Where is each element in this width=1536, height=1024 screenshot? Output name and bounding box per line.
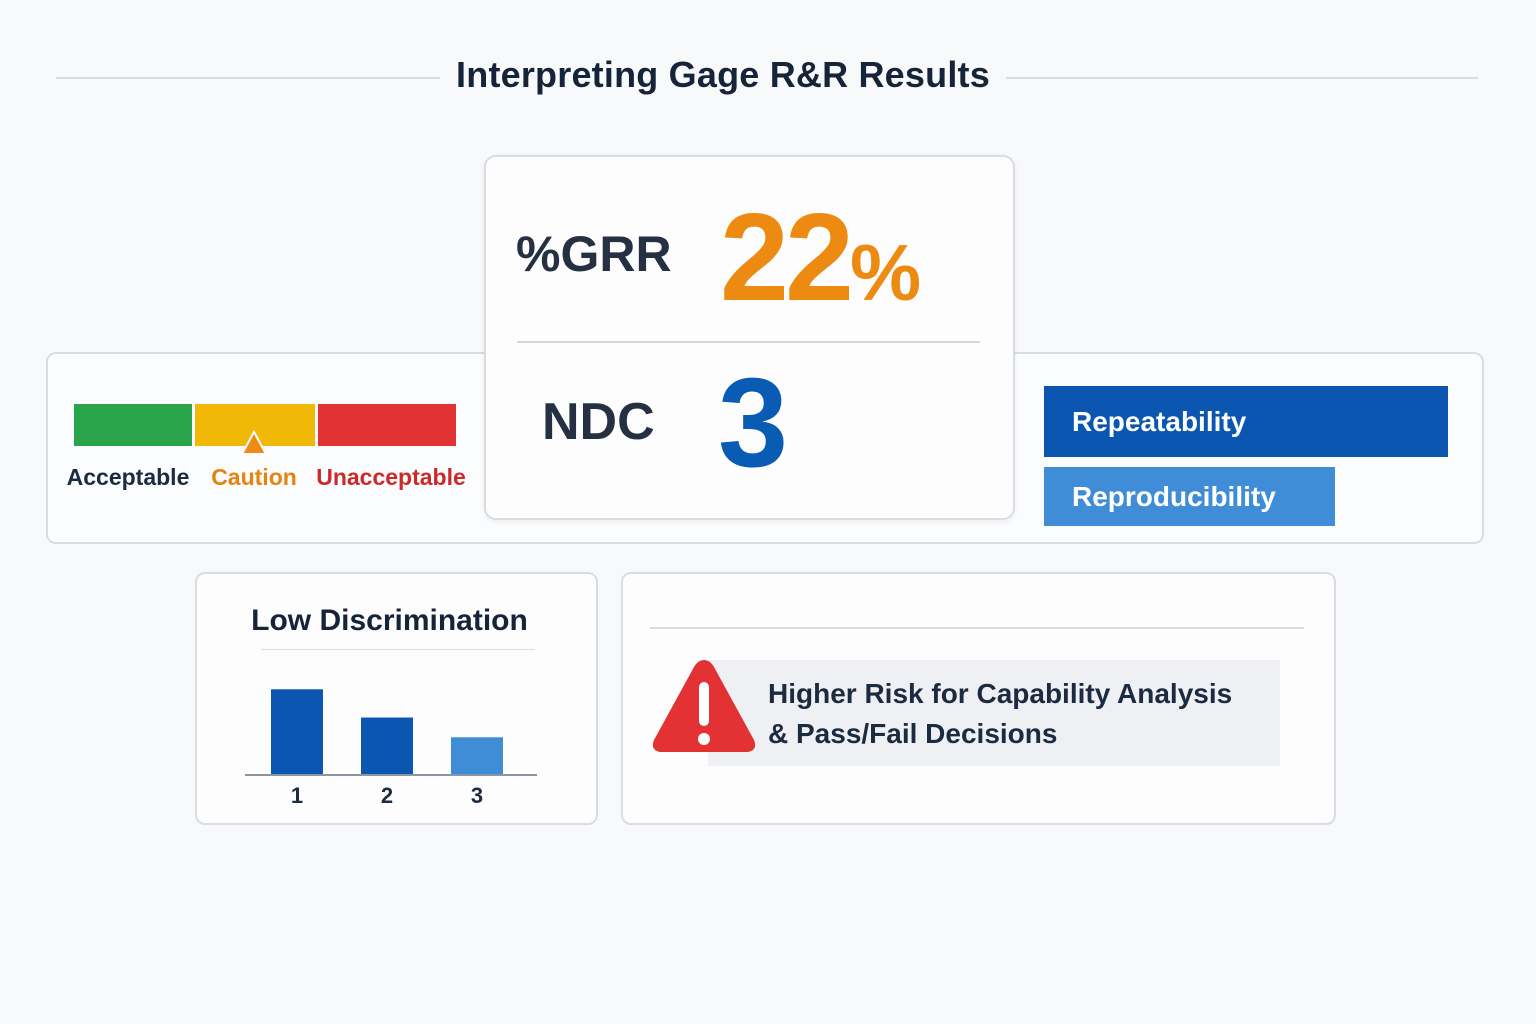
risk-line-2: & Pass/Fail Decisions [768,718,1058,749]
repeatability-label: Repeatability [1072,405,1247,437]
risk-line-1: Higher Risk for Capability Analysis [768,678,1233,709]
reproducibility-label: Reproducibility [1072,480,1276,512]
discrimination-title: Low Discrimination [251,604,528,637]
title-rule-right [1006,77,1478,79]
metrics-card [484,155,1015,520]
scale-segment-acceptable [74,404,192,446]
scale-label-acceptable: Acceptable [66,464,190,490]
discrimination-bar-1 [271,689,323,774]
discrimination-bar-3 [451,737,503,774]
risk-message: Higher Risk for Capability Analysis & Pa… [768,674,1232,754]
ndc-value: 3 [718,352,789,493]
scale-marker-icon [240,430,268,455]
ndc-label: NDC [542,393,655,451]
discrimination-divider [261,649,535,650]
page-title: Interpreting Gage R&R Results [456,54,990,95]
warning-triangle-icon [652,660,756,752]
scale-label-caution: Caution [211,464,297,490]
risk-divider [650,627,1304,629]
metrics-divider [517,341,980,343]
grr-label: %GRR [516,226,672,282]
risk-message-background [708,660,1280,766]
discrimination-chart: 1 2 3 [245,689,537,808]
scale-segment-unacceptable [318,404,456,446]
grr-value: 22% [720,189,922,327]
discrimination-tick-3: 3 [471,783,483,808]
reproducibility-bar: Reproducibility [1044,467,1335,526]
repeatability-bar: Repeatability [1044,386,1448,457]
discrimination-bar-2 [361,717,413,774]
discrimination-card [195,572,598,825]
discrimination-tick-2: 2 [381,783,393,808]
scale-label-unacceptable: Unacceptable [316,464,466,490]
discrimination-tick-1: 1 [291,783,303,808]
title-rule-left [56,77,440,79]
